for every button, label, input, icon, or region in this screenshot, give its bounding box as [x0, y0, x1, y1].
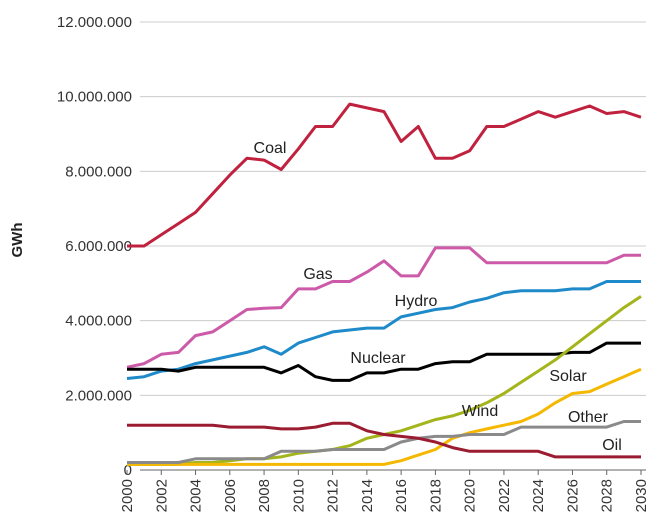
y-tick-label: 12.000.000: [57, 14, 132, 31]
x-tick-label: 2006: [222, 479, 239, 512]
y-tick-label: 2.000.000: [65, 387, 132, 404]
series-label: Nuclear: [350, 350, 406, 367]
x-tick-label: 2014: [359, 479, 376, 512]
series-label: Other: [568, 409, 609, 426]
series-line: [127, 367, 642, 466]
series-label: Hydro: [395, 293, 438, 310]
series-label: Wind: [462, 403, 498, 420]
series-line: [127, 341, 641, 382]
series-line: [127, 420, 641, 464]
y-tick-label: 10.000.000: [57, 89, 132, 106]
x-tick-label: 2022: [496, 479, 513, 512]
x-tick-label: 2030: [633, 479, 650, 512]
x-tick-label: 2000: [119, 479, 136, 512]
x-tick-label: 2012: [325, 479, 342, 512]
x-tick-label: 2018: [427, 479, 444, 512]
series-label: Gas: [303, 266, 332, 283]
x-tick-label: 2004: [188, 479, 205, 512]
x-tick-label: 2010: [290, 479, 307, 512]
x-tick-label: 2020: [462, 479, 479, 512]
x-tick-label: 2024: [530, 479, 547, 512]
series-line: [127, 102, 642, 248]
series-line: [127, 421, 641, 459]
x-tick-label: 2028: [599, 479, 616, 512]
series-label: Oil: [602, 437, 622, 454]
y-axis-label: GWh: [9, 223, 26, 258]
y-tick-label: 8.000.000: [65, 163, 132, 180]
series-line: [126, 246, 641, 369]
y-tick-label: 4.000.000: [65, 313, 132, 330]
series-label: Coal: [254, 140, 287, 157]
series-line: [126, 280, 641, 380]
y-tick-label: 6.000.000: [65, 238, 132, 255]
x-tick-label: 2008: [256, 479, 273, 512]
series-label: Solar: [549, 368, 587, 385]
x-tick-label: 2026: [564, 479, 581, 512]
x-tick-label: 2016: [393, 479, 410, 512]
y-tick-label: 0: [124, 462, 132, 479]
x-tick-label: 2002: [153, 479, 170, 512]
